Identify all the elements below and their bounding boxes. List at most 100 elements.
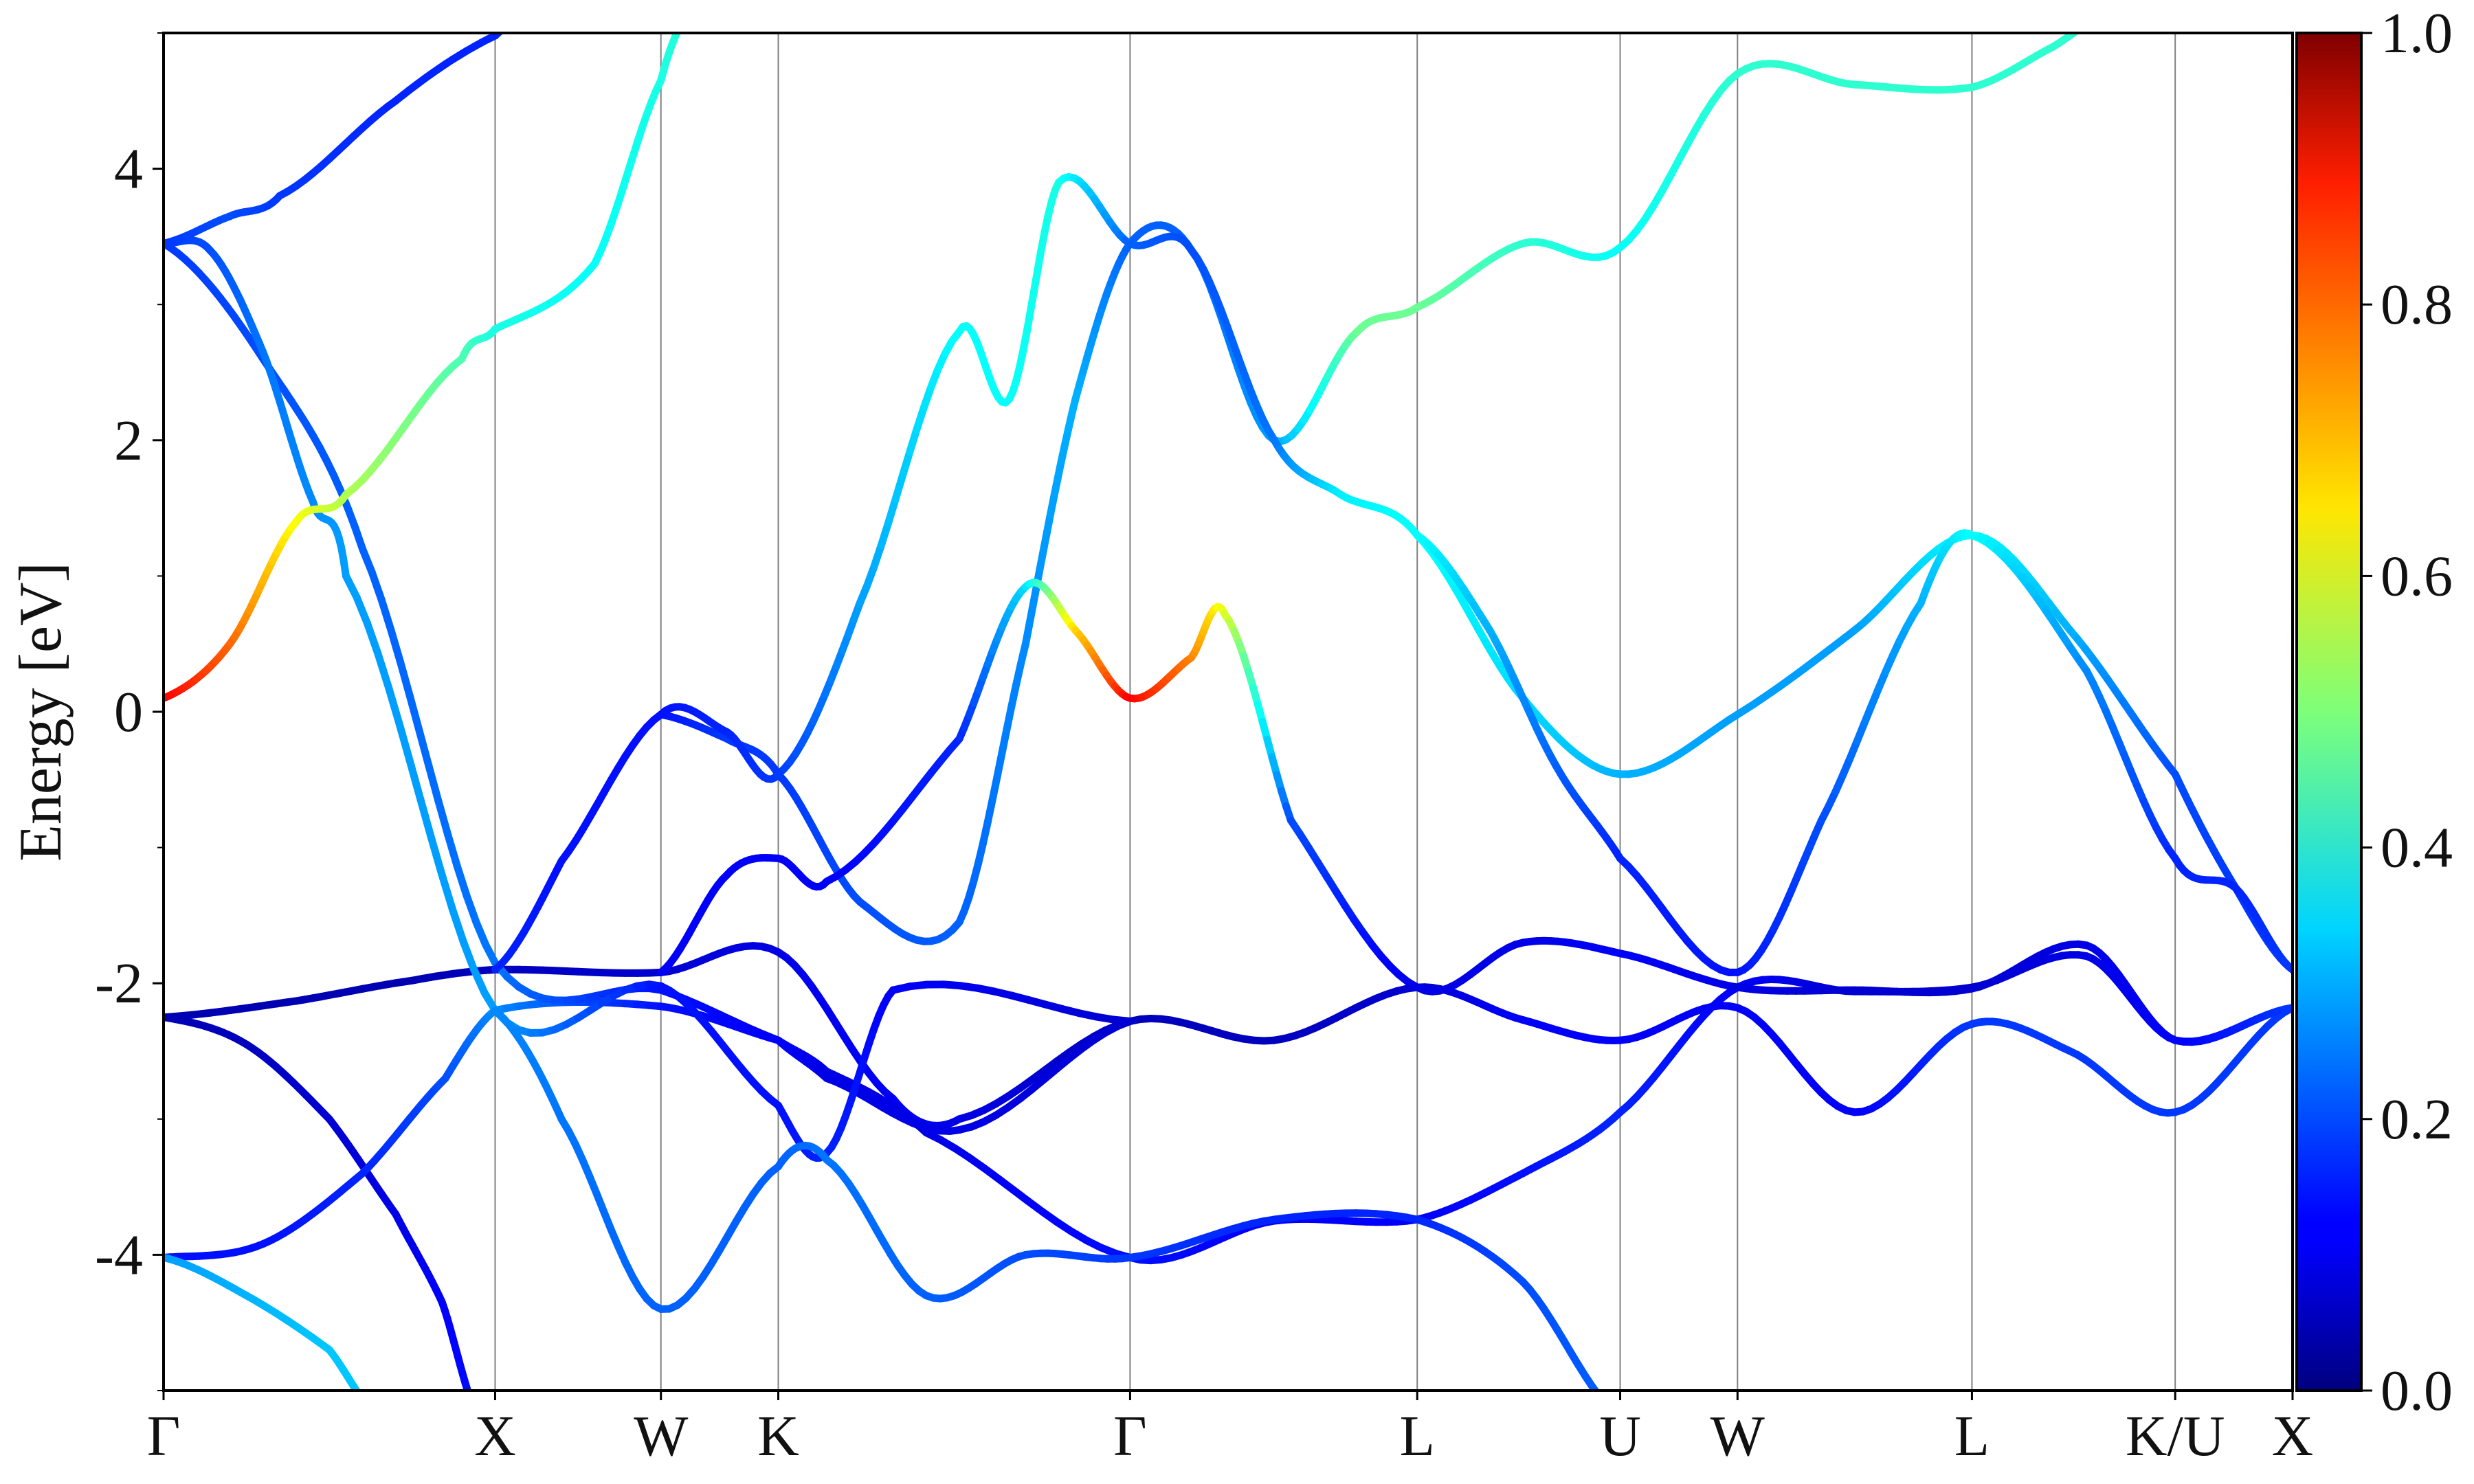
band-segment — [684, 15, 687, 19]
y-tick-label: 2 — [114, 409, 143, 473]
colorbar-tick-label: 0.8 — [2381, 273, 2453, 337]
band-segment — [534, 8, 537, 10]
band-segment — [877, 519, 893, 550]
band-segment — [427, 833, 446, 879]
band-10 — [657, 6, 2120, 945]
band-segment — [425, 762, 443, 805]
band-segment — [983, 796, 996, 826]
band-segment — [517, 16, 520, 19]
band-segment — [998, 726, 1011, 757]
band-segment — [368, 1408, 372, 1412]
band-segment — [384, 683, 403, 728]
band-segment — [906, 425, 921, 457]
band-segment — [434, 797, 452, 838]
x-tick-label: Γ — [147, 1404, 181, 1468]
band-segment — [361, 1398, 365, 1403]
band-segment — [538, 7, 542, 8]
band-segment — [444, 831, 461, 870]
band-segment — [531, 10, 534, 11]
x-tick-label: U — [1599, 1404, 1641, 1468]
band-segment — [506, 24, 509, 27]
band-12 — [657, 578, 2293, 1046]
band-segment — [1007, 680, 1021, 711]
x-tick-label: W — [1710, 1404, 1765, 1468]
band-segment — [470, 965, 489, 997]
band-8 — [164, 6, 545, 247]
band-segment — [459, 937, 478, 974]
band-segment — [387, 626, 405, 666]
band-segment — [513, 19, 516, 21]
band-segment — [891, 472, 906, 504]
band-segment — [689, 9, 691, 12]
band-segment — [542, 6, 545, 8]
band-segment — [415, 727, 433, 770]
band-segment — [363, 619, 382, 657]
band-segment — [342, 572, 361, 601]
band-segment — [375, 1415, 379, 1418]
band-segment — [1109, 1015, 1134, 1025]
band-segment — [1003, 703, 1016, 734]
band-11 — [491, 173, 2293, 974]
band-segment — [1599, 1396, 1606, 1404]
band-segment — [680, 23, 682, 27]
band-segment — [501, 33, 504, 34]
band-segment — [993, 749, 1006, 780]
band-segment — [988, 772, 1001, 804]
plot-area: -4 -2 0 2 4 Γ X W K Γ L U W L K/U X Energy [eV] — [8, 6, 2313, 1468]
band-segment — [453, 862, 471, 900]
band-segment — [472, 918, 490, 949]
band-segment — [355, 1389, 361, 1391]
band-segment — [2074, 33, 2080, 34]
band-segment — [913, 403, 928, 434]
band-4 — [164, 1253, 379, 1418]
band-segment — [2082, 23, 2087, 27]
colorbar-gradient — [2295, 32, 2363, 1392]
colorbar-tick-label: 0.4 — [2381, 816, 2453, 880]
band-segment — [438, 870, 456, 913]
band-segment — [353, 593, 371, 627]
band-segment — [372, 1411, 375, 1415]
colorbar-tick-label: 0.0 — [2381, 1359, 2453, 1423]
y-axis: -4 -2 0 2 4 — [95, 32, 164, 1391]
band-segment — [461, 1380, 472, 1391]
band-6 — [164, 236, 1134, 1162]
colorbar-ticks: 0.0 0.2 0.4 0.6 0.8 1.0 — [2361, 1, 2453, 1423]
colorbar-tick-label: 0.2 — [2381, 1088, 2453, 1151]
band-segment — [2091, 17, 2096, 20]
band-segment — [368, 568, 386, 604]
band-segment — [365, 1403, 368, 1408]
band-13 — [1413, 529, 2293, 976]
band-segment — [520, 14, 524, 16]
band-segment — [682, 19, 685, 23]
band-segment — [898, 449, 914, 480]
x-tick-label: Γ — [1113, 1404, 1147, 1468]
band-segment — [2106, 10, 2110, 12]
band-segment — [359, 545, 376, 576]
band-segment — [1588, 1382, 1600, 1391]
band-segment — [2101, 12, 2106, 14]
band-segment — [2086, 21, 2091, 24]
band-segment — [2115, 6, 2120, 8]
band-segment — [397, 658, 414, 700]
band-segment — [524, 13, 527, 15]
x-tick-label: L — [1954, 1404, 1990, 1468]
band-segment — [405, 692, 423, 735]
x-tick-label: K/U — [2126, 1404, 2225, 1468]
band-segment — [377, 596, 395, 634]
band-segment — [374, 649, 392, 691]
band-segment — [395, 719, 414, 765]
band-lines — [164, 6, 2293, 1418]
colorbar-tick-label: 0.6 — [2381, 544, 2453, 608]
colorbar-tick-label: 1.0 — [2381, 1, 2453, 65]
plot-background — [164, 33, 2293, 1391]
x-tick-label: K — [757, 1404, 799, 1468]
x-axis: Γ X W K Γ L U W L K/U X — [147, 1391, 2313, 1468]
band-segment — [687, 12, 690, 15]
y-axis-label: Energy [eV] — [8, 562, 74, 862]
band-segment — [416, 796, 435, 842]
band-segment — [884, 495, 900, 527]
x-tick-label: L — [1400, 1404, 1435, 1468]
y-tick-label: -2 — [95, 952, 143, 1015]
band-segment — [405, 757, 425, 804]
kpoint-vertical-lines — [494, 33, 2176, 1391]
